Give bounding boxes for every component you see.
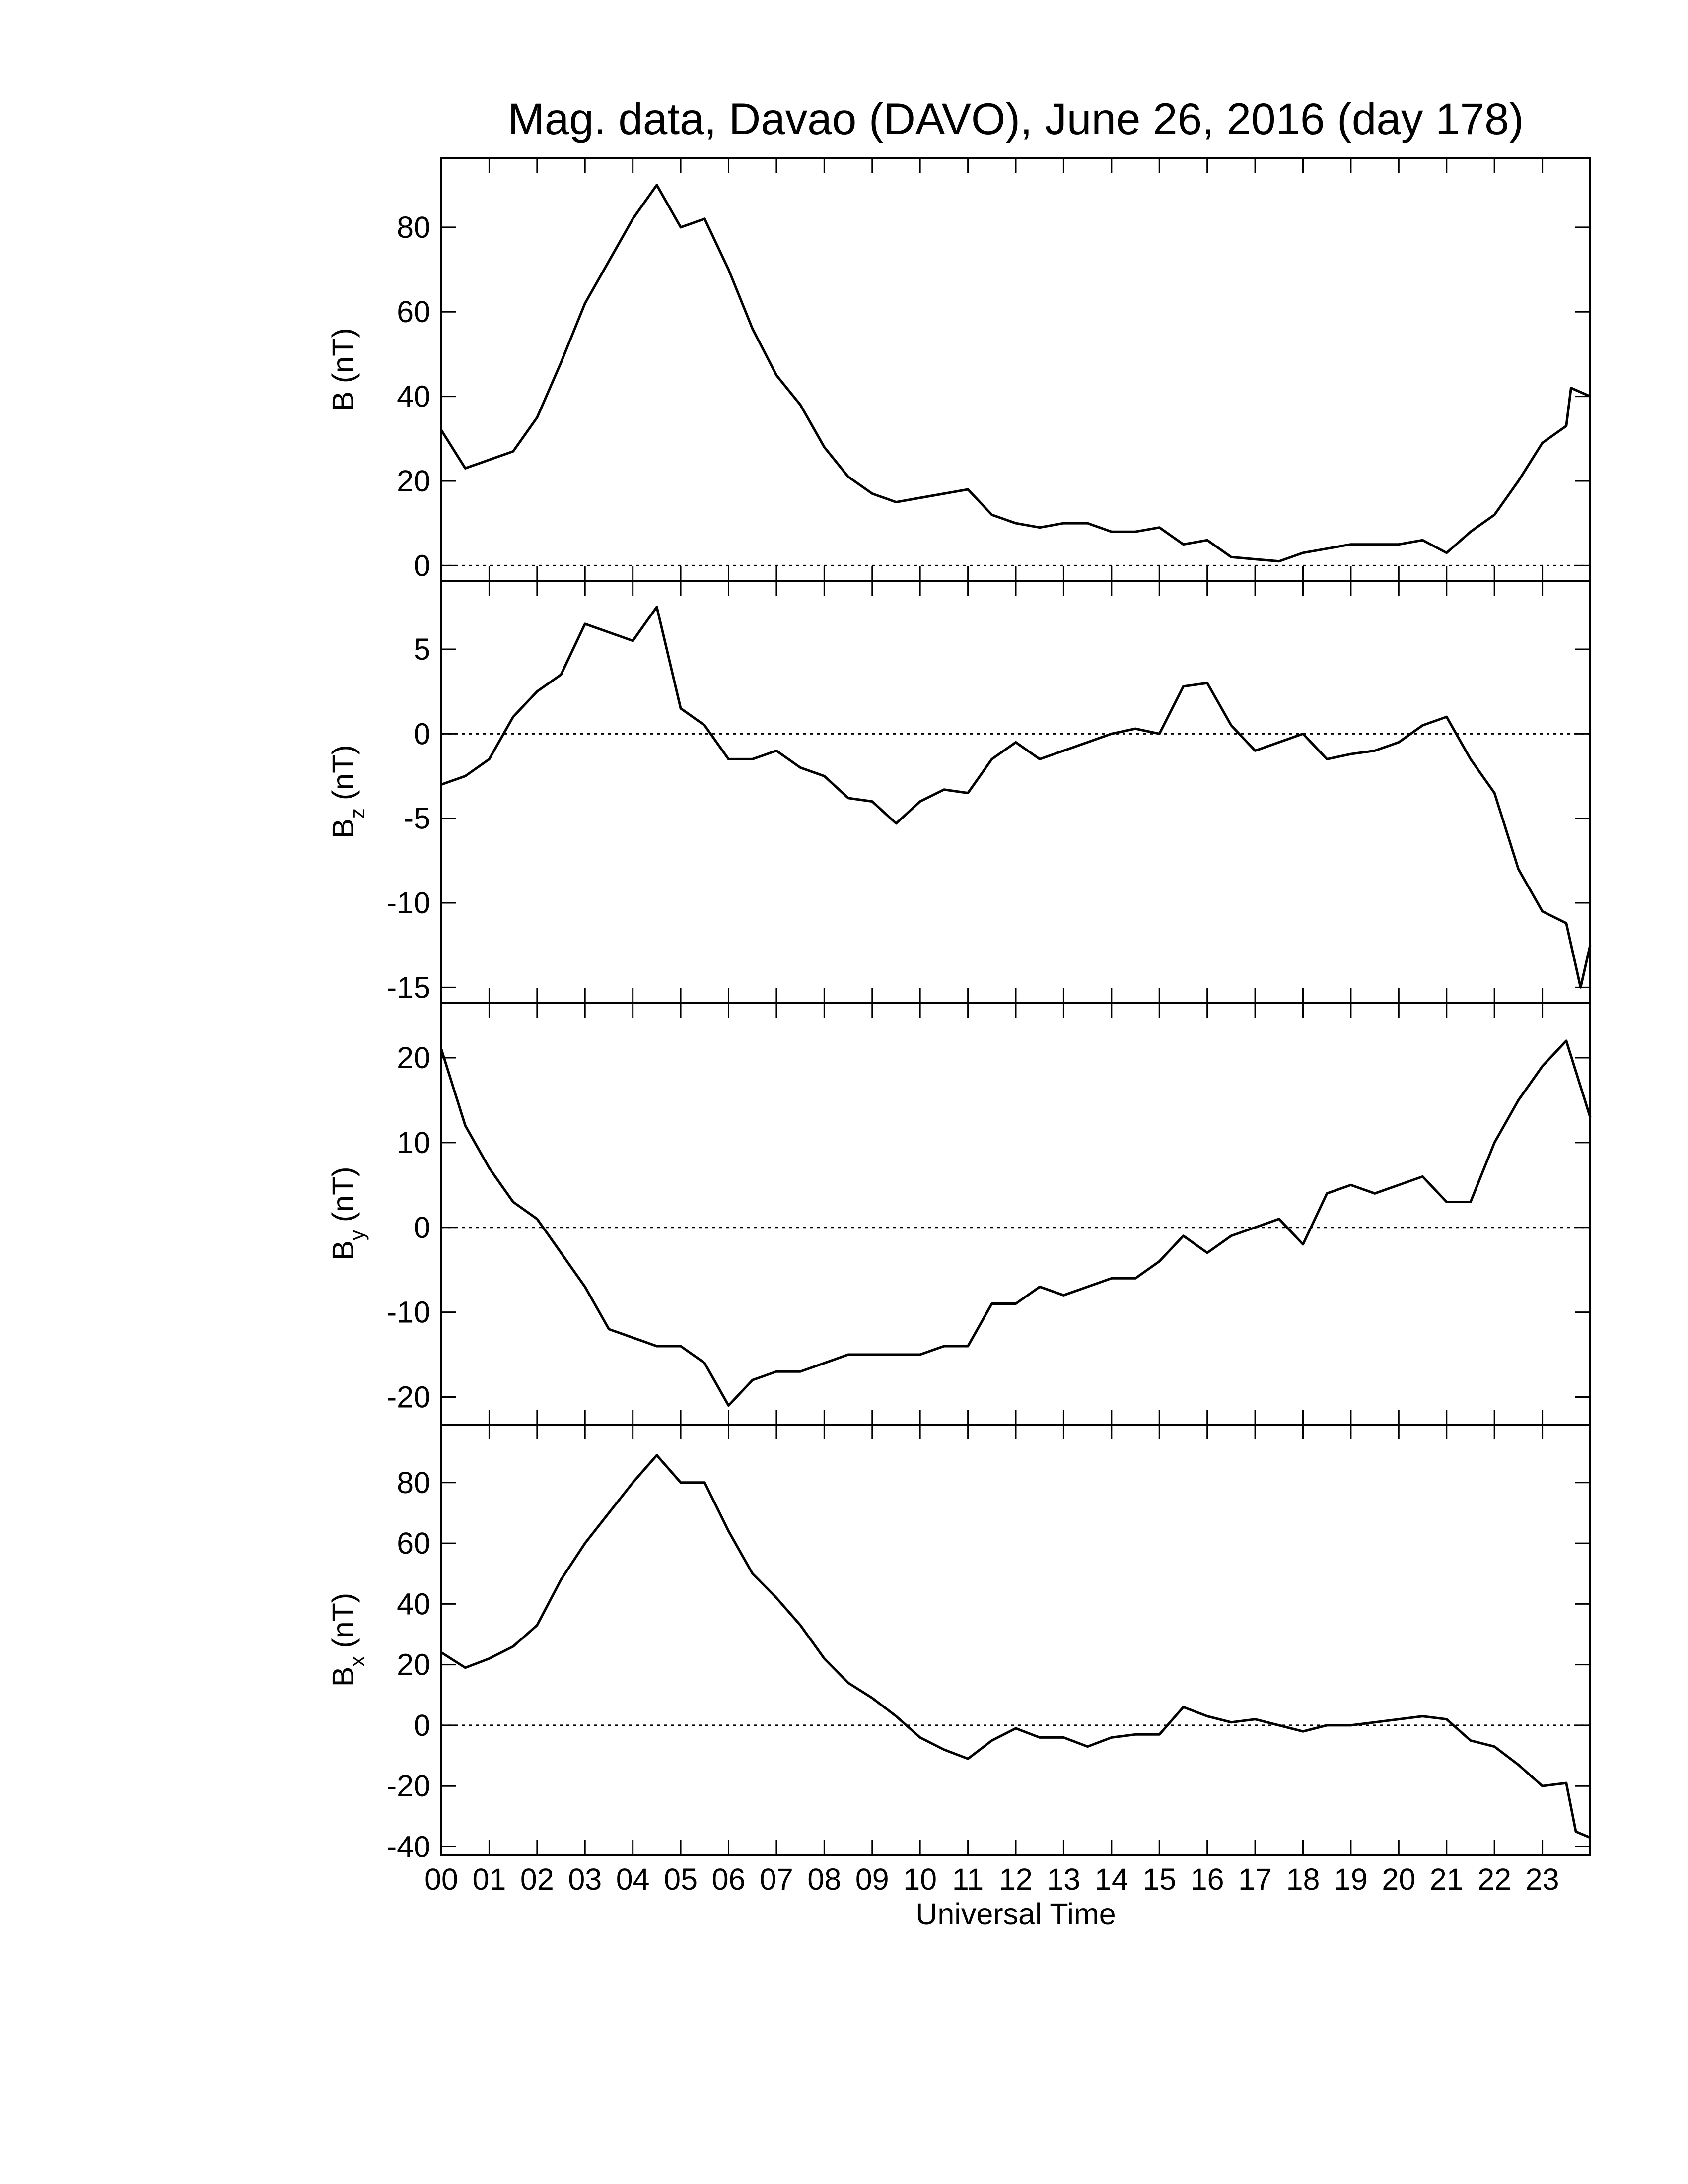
x-tick-label: 22: [1477, 1862, 1511, 1896]
y-tick-label: 20: [397, 1041, 430, 1075]
x-tick-label: 19: [1334, 1862, 1368, 1896]
y-tick-label: 60: [397, 295, 430, 329]
y-tick-label: 60: [397, 1526, 430, 1560]
x-tick-label: 07: [760, 1862, 793, 1896]
x-tick-label: 17: [1238, 1862, 1272, 1896]
x-tick-label: 09: [855, 1862, 889, 1896]
x-tick-label: 10: [903, 1862, 937, 1896]
x-tick-label: 11: [952, 1862, 984, 1896]
data-line: [441, 606, 1592, 989]
x-tick-label: 08: [807, 1862, 841, 1896]
y-tick-label: 20: [397, 1648, 430, 1682]
data-line: [440, 184, 1591, 563]
y-tick-label: 20: [397, 464, 430, 498]
y-label-unit: (nT): [326, 328, 360, 383]
y-label-unit: (nT): [326, 1593, 360, 1648]
x-tick-label: 18: [1286, 1862, 1320, 1896]
y-label-base: B: [326, 391, 360, 411]
y-label-sub: x: [346, 1656, 369, 1667]
data-line: [440, 1039, 1592, 1407]
y-tick-label: 40: [397, 1587, 430, 1621]
y-label-unit: (nT): [326, 1166, 360, 1222]
y-label-unit: (nT): [326, 745, 360, 800]
plot-frame: [440, 1424, 1591, 1856]
y-axis-label: B (nT): [326, 328, 360, 411]
y-tick-label: 0: [414, 717, 430, 751]
x-tick-label: 06: [712, 1862, 746, 1896]
data-line: [440, 1454, 1591, 1839]
x-tick-label: 04: [616, 1862, 650, 1896]
y-tick-label: 80: [397, 210, 430, 244]
x-tick-label: 03: [568, 1862, 602, 1896]
y-tick-label: -20: [387, 1380, 430, 1414]
y-tick-label: 10: [397, 1126, 430, 1160]
y-tick-label: 40: [397, 380, 430, 413]
x-tick-label: 14: [1095, 1862, 1128, 1896]
y-label-base: B: [326, 819, 360, 839]
y-tick-label: 0: [414, 548, 430, 582]
chart-title: Mag. data, Davao (DAVO), June 26, 2016 (…: [508, 94, 1524, 143]
y-axis-label: Bz (nT): [326, 745, 369, 839]
x-tick-label: 15: [1142, 1862, 1176, 1896]
y-tick-label: -5: [404, 802, 430, 835]
x-tick-label: 12: [999, 1862, 1033, 1896]
x-tick-label: 05: [664, 1862, 698, 1896]
y-tick-label: -15: [387, 970, 430, 1004]
x-tick-label: 00: [424, 1862, 458, 1896]
y-axis-label: Bx (nT): [326, 1593, 369, 1687]
y-tick-label: 0: [414, 1708, 430, 1742]
x-tick-label: 23: [1526, 1862, 1559, 1896]
x-tick-label: 20: [1382, 1862, 1415, 1896]
x-tick-label: 21: [1430, 1862, 1464, 1896]
y-tick-label: 80: [397, 1466, 430, 1500]
y-tick-label: -20: [387, 1769, 430, 1803]
y-tick-label: 5: [414, 632, 430, 666]
x-tick-label: 13: [1047, 1862, 1080, 1896]
x-axis-label: Universal Time: [915, 1897, 1116, 1931]
y-label-base: B: [326, 1667, 360, 1687]
x-tick-label: 02: [520, 1862, 554, 1896]
y-tick-label: -10: [387, 1296, 430, 1329]
y-tick-label: -40: [387, 1830, 430, 1863]
y-tick-label: -10: [387, 886, 430, 920]
y-label-sub: z: [346, 808, 369, 819]
x-tick-label: 01: [472, 1862, 506, 1896]
y-axis-label: By (nT): [326, 1166, 369, 1261]
y-label-sub: y: [346, 1230, 369, 1240]
x-tick-label: 16: [1191, 1862, 1224, 1896]
y-tick-label: 0: [414, 1211, 430, 1244]
y-label-base: B: [326, 1240, 360, 1261]
